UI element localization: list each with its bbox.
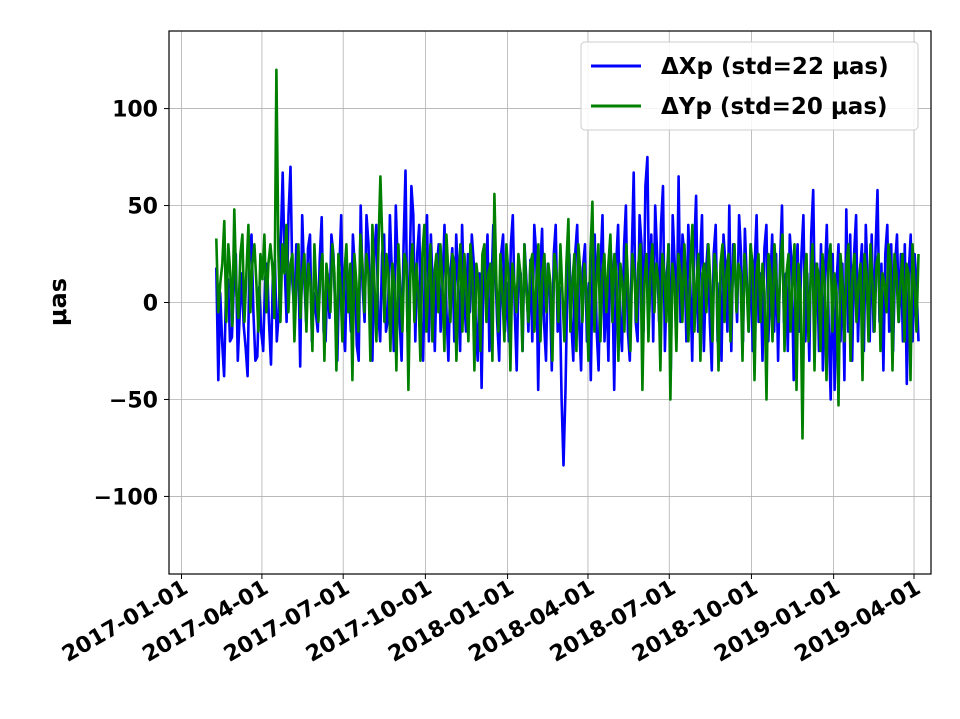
- y-axis-label: μas: [44, 278, 72, 326]
- y-axis: −100 −50 0 50 100: [94, 98, 169, 510]
- legend-label-dxp: ΔXp (std=22 μas): [661, 54, 889, 80]
- y-tick-label: 50: [127, 195, 158, 220]
- y-tick-label: −100: [94, 485, 158, 510]
- y-tick-label: −50: [109, 388, 158, 413]
- y-tick-label: 100: [112, 98, 158, 123]
- y-tick-label: 0: [143, 292, 158, 317]
- series-layer: [215, 68, 920, 467]
- legend-box: [580, 41, 919, 131]
- x-axis: 2017-01-012017-04-012017-07-012017-10-01…: [58, 574, 925, 668]
- series-line-dyp: [215, 68, 920, 440]
- legend-label-dyp: ΔYp (std=20 μas): [661, 94, 888, 120]
- legend: ΔXp (std=22 μas) ΔYp (std=20 μas): [580, 41, 919, 131]
